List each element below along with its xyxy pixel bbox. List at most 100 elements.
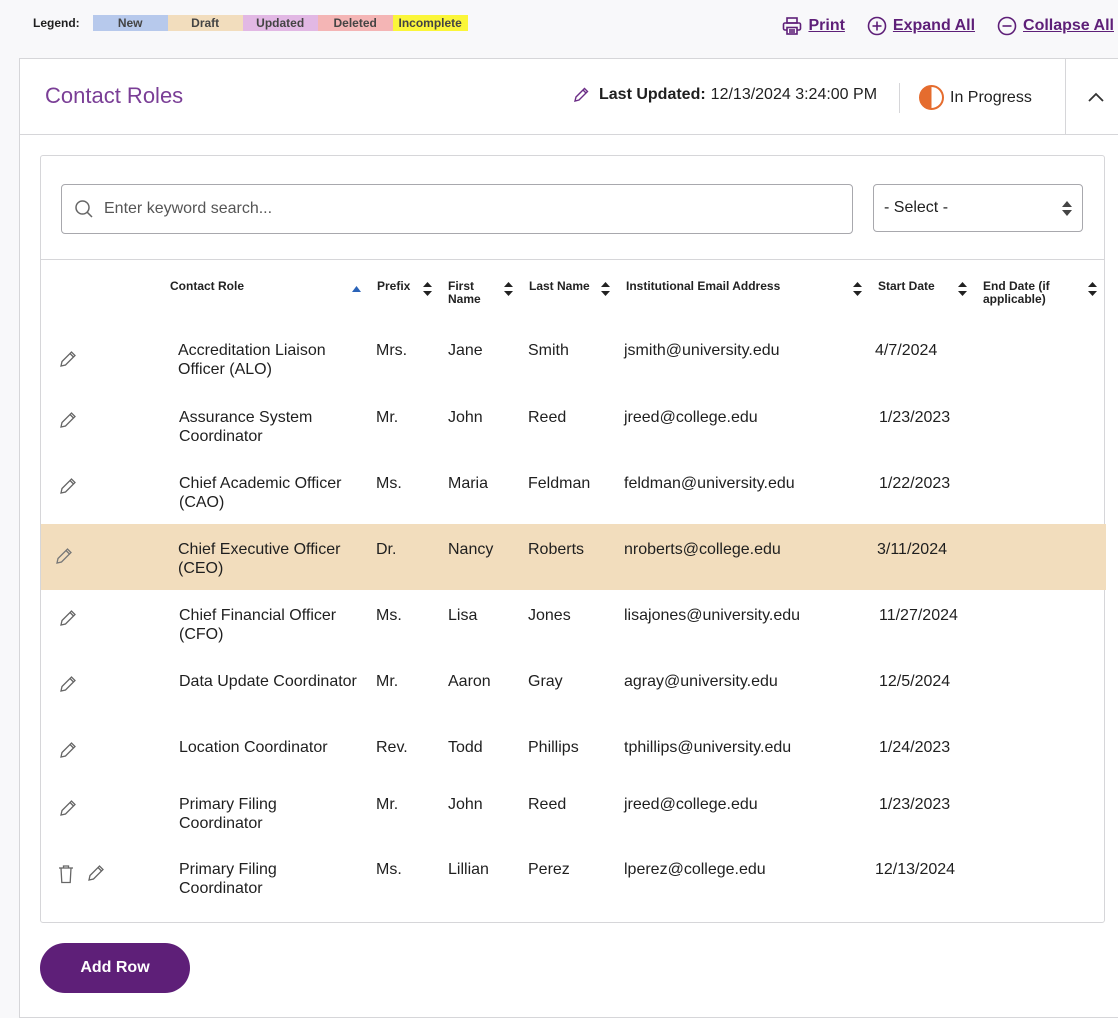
print-link[interactable]: Print: [782, 17, 845, 35]
cell-last-name: Jones: [528, 607, 571, 624]
collapse-section-button[interactable]: [1065, 59, 1118, 135]
status-indicator: In Progress: [919, 85, 1032, 110]
cell-email: jsmith@university.edu: [624, 342, 780, 359]
col-header-prefix[interactable]: Prefix: [377, 279, 411, 293]
cell-email: nroberts@college.edu: [624, 541, 781, 558]
pencil-icon[interactable]: [58, 740, 78, 760]
filter-select[interactable]: - Select -: [873, 184, 1083, 232]
cell-email: lisajones@university.edu: [624, 607, 801, 624]
table-row: Chief Academic Officer (CAO) Ms. Maria F…: [41, 458, 1106, 524]
last-updated: Last Updated: 12/13/2024 3:24:00 PM: [572, 86, 877, 104]
cell-email: feldman@university.edu: [624, 475, 795, 492]
contact-roles-card: Contact Roles Last Updated: 12/13/2024 3…: [19, 58, 1118, 1018]
cell-start-date: 12/13/2024: [875, 861, 956, 878]
cell-start-date: 1/22/2023: [879, 475, 951, 492]
cell-contact-role: Data Update Coordinator: [179, 673, 357, 690]
sort-icon[interactable]: [853, 282, 862, 296]
sort-icon[interactable]: [504, 282, 513, 296]
cell-first-name: Todd: [448, 739, 483, 756]
cell-contact-role: Chief Financial Officer (CFO): [179, 607, 337, 643]
last-updated-value: 12/13/2024 3:24:00 PM: [710, 86, 878, 103]
cell-email: tphillips@university.edu: [624, 739, 792, 756]
col-header-start-date[interactable]: Start Date: [878, 279, 935, 293]
sort-icon[interactable]: [601, 282, 610, 296]
cell-first-name: Jane: [448, 342, 483, 359]
section-title: Contact Roles: [45, 83, 184, 108]
cell-last-name: Reed: [528, 796, 567, 813]
cell-prefix: Ms.: [376, 607, 402, 624]
page-actions: Print Expand All Collapse All: [782, 16, 1114, 36]
cell-first-name: Lisa: [448, 607, 478, 624]
cell-start-date: 4/7/2024: [875, 342, 938, 359]
cell-last-name: Roberts: [528, 541, 585, 558]
col-header-contact-role[interactable]: Contact Role: [170, 279, 245, 293]
cell-prefix: Mr.: [376, 796, 399, 813]
col-header-email[interactable]: Institutional Email Address: [626, 279, 781, 293]
table-row: Chief Financial Officer (CFO) Ms. Lisa J…: [41, 590, 1106, 656]
cell-start-date: 12/5/2024: [879, 673, 951, 690]
printer-icon: [783, 17, 802, 35]
cell-email: lperez@college.edu: [624, 861, 766, 878]
cell-start-date: 1/24/2023: [879, 739, 951, 756]
cell-contact-role: Chief Executive Officer (CEO): [178, 541, 341, 577]
cell-contact-role: Location Coordinator: [179, 739, 328, 756]
add-row-button[interactable]: Add Row: [40, 943, 190, 993]
pencil-icon[interactable]: [58, 674, 78, 694]
table-row: Primary Filing Coordinator Mr. John Reed…: [41, 788, 1106, 852]
sort-ascending-icon[interactable]: [352, 286, 361, 292]
sort-icon[interactable]: [423, 282, 432, 296]
trash-icon[interactable]: [58, 864, 74, 884]
table-row: Accreditation Liaison Officer (ALO) Mrs.…: [41, 326, 1106, 392]
cell-email: agray@university.edu: [624, 673, 778, 690]
search-field[interactable]: [61, 184, 853, 234]
pencil-icon[interactable]: [58, 476, 78, 496]
filter-select-value: - Select -: [884, 199, 949, 216]
cell-email: jreed@college.edu: [624, 409, 758, 426]
card-header: Contact Roles Last Updated: 12/13/2024 3…: [20, 59, 1118, 135]
cell-contact-role: Chief Academic Officer (CAO): [179, 475, 342, 511]
legend-chip-incomplete: Incomplete: [392, 15, 468, 31]
col-header-last-name[interactable]: Last Name: [529, 279, 590, 293]
search-input[interactable]: [102, 199, 802, 219]
cell-last-name: Feldman: [528, 475, 591, 492]
pencil-icon[interactable]: [58, 410, 78, 430]
col-header-first-name[interactable]: First Name: [448, 279, 481, 306]
cell-start-date: 3/11/2024: [877, 541, 947, 558]
cell-first-name: Nancy: [448, 541, 494, 558]
last-updated-label: Last Updated:: [599, 86, 706, 103]
cell-first-name: John: [448, 409, 483, 426]
sort-icon[interactable]: [1088, 282, 1097, 296]
cell-last-name: Phillips: [528, 739, 579, 756]
sort-icon[interactable]: [958, 282, 967, 296]
cell-first-name: Lillian: [448, 861, 489, 878]
cell-last-name: Gray: [528, 673, 563, 690]
cell-start-date: 11/27/2024: [879, 607, 958, 624]
cell-contact-role: Primary Filing Coordinator: [179, 796, 277, 832]
table-row: Primary Filing Coordinator Ms. Lillian P…: [41, 852, 1106, 918]
pencil-icon[interactable]: [58, 608, 78, 628]
legend-chip-new: New: [92, 15, 168, 31]
cell-start-date: 1/23/2023: [879, 796, 951, 813]
status-label: In Progress: [950, 88, 1032, 106]
expand-all-link[interactable]: Expand All: [867, 16, 975, 36]
expand-all-label: Expand All: [892, 17, 976, 34]
cell-prefix: Ms.: [376, 475, 402, 492]
pencil-icon[interactable]: [58, 349, 78, 369]
cell-first-name: John: [448, 796, 483, 813]
pencil-icon[interactable]: [572, 86, 590, 104]
table-row-draft: Chief Executive Officer (CEO) Dr. Nancy …: [41, 524, 1106, 590]
cell-contact-role: Primary Filing Coordinator: [179, 861, 277, 897]
cell-start-date: 1/23/2023: [879, 409, 951, 426]
pencil-icon[interactable]: [86, 863, 106, 883]
collapse-all-label: Collapse All: [1023, 17, 1114, 34]
col-header-end-date[interactable]: End Date (if applicable): [983, 279, 1050, 306]
plus-circle-icon: [867, 16, 887, 36]
legend-chip-deleted: Deleted: [317, 15, 393, 31]
collapse-all-link[interactable]: Collapse All: [997, 16, 1114, 36]
table-row: Location Coordinator Rev. Todd Phillips …: [41, 722, 1106, 788]
pencil-icon[interactable]: [54, 546, 74, 566]
pencil-icon[interactable]: [58, 798, 78, 818]
cell-prefix: Mr.: [376, 409, 399, 426]
cell-prefix: Ms.: [376, 861, 402, 878]
cell-contact-role: Accreditation Liaison Officer (ALO): [178, 342, 326, 378]
